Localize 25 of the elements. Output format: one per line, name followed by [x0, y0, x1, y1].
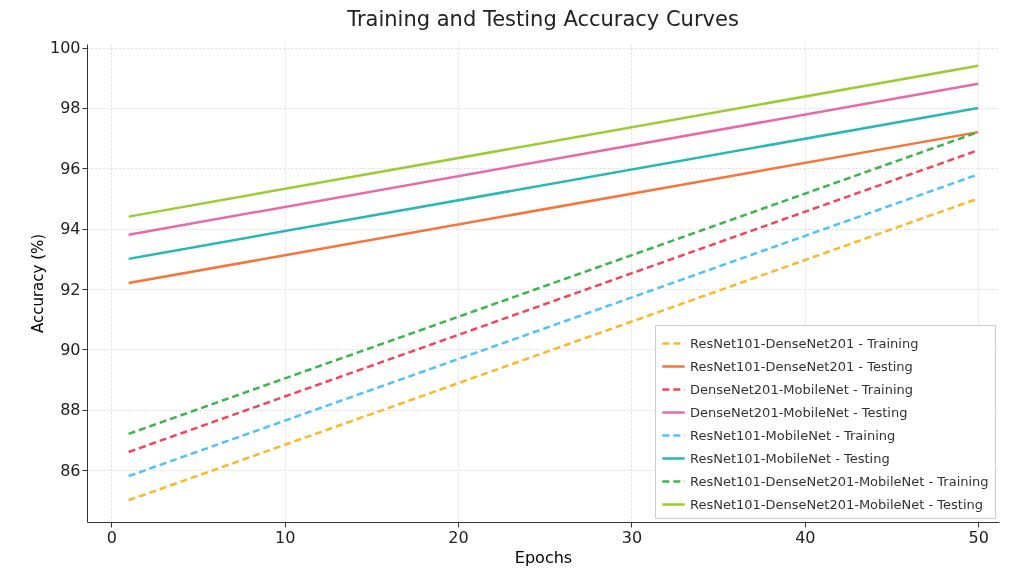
- y-tick-label: 92: [60, 279, 81, 299]
- y-tick-label: 98: [60, 98, 81, 118]
- y-axis-title: Accuracy (%): [28, 233, 47, 334]
- legend-label: DenseNet201-MobileNet - Training: [690, 381, 914, 397]
- y-tick-label: 94: [60, 219, 81, 239]
- chart-title: Training and Testing Accuracy Curves: [346, 6, 739, 31]
- legend-label: ResNet101-DenseNet201 - Training: [690, 335, 919, 351]
- x-tick-label: 20: [448, 527, 469, 547]
- x-tick-label: 30: [621, 527, 643, 547]
- legend-label: ResNet101-MobileNet - Training: [690, 427, 896, 443]
- legend-label: DenseNet201-MobileNet - Testing: [690, 404, 908, 420]
- y-tick-label: 96: [60, 158, 81, 178]
- y-tick-label: 88: [60, 400, 81, 420]
- legend-label: ResNet101-DenseNet201 - Testing: [690, 358, 913, 374]
- legend-label: ResNet101-DenseNet201-MobileNet - Testing: [690, 496, 984, 512]
- y-tick-label: 86: [60, 460, 81, 480]
- x-tick-label: 50: [968, 527, 989, 547]
- y-tick-label: 100: [49, 38, 81, 58]
- y-tick-label: 90: [60, 339, 81, 359]
- x-tick-label: 0: [106, 527, 117, 547]
- legend-label: ResNet101-DenseNet201-MobileNet - Training: [690, 473, 989, 489]
- legend-label: ResNet101-MobileNet - Testing: [690, 450, 890, 466]
- x-axis-title: Epochs: [514, 547, 573, 567]
- x-tick-label: 10: [274, 527, 296, 547]
- x-tick-label: 40: [795, 527, 816, 547]
